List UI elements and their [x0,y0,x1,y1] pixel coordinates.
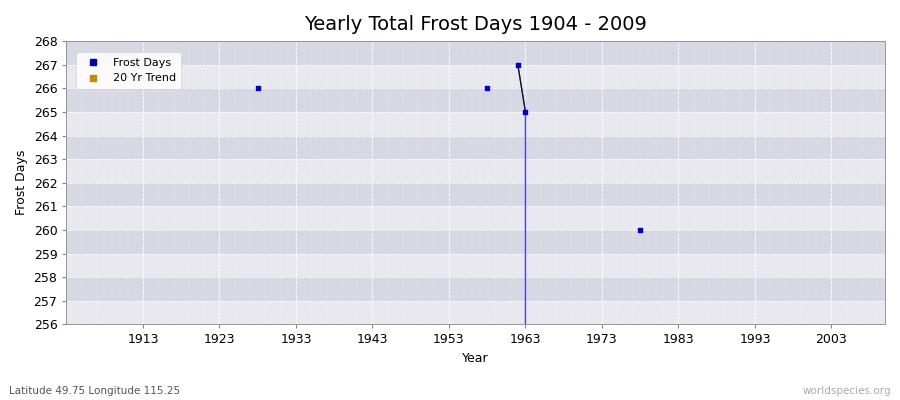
Bar [67,254,885,277]
Bar [67,277,885,301]
Y-axis label: Frost Days: Frost Days [15,150,28,216]
X-axis label: Year: Year [463,352,489,365]
Title: Yearly Total Frost Days 1904 - 2009: Yearly Total Frost Days 1904 - 2009 [304,15,647,34]
Legend: Frost Days, 20 Yr Trend: Frost Days, 20 Yr Trend [76,52,182,89]
Bar [67,88,885,112]
Bar [67,206,885,230]
Bar [67,136,885,159]
Text: worldspecies.org: worldspecies.org [803,386,891,396]
Bar [67,41,885,65]
Bar [67,301,885,324]
Text: Latitude 49.75 Longitude 115.25: Latitude 49.75 Longitude 115.25 [9,386,180,396]
Bar [67,65,885,88]
Point [518,109,533,115]
Point [250,85,265,92]
Bar [67,112,885,136]
Point [510,62,525,68]
Bar [67,183,885,206]
Point [480,85,494,92]
Bar [67,230,885,254]
Point [633,227,647,233]
Bar [67,159,885,183]
